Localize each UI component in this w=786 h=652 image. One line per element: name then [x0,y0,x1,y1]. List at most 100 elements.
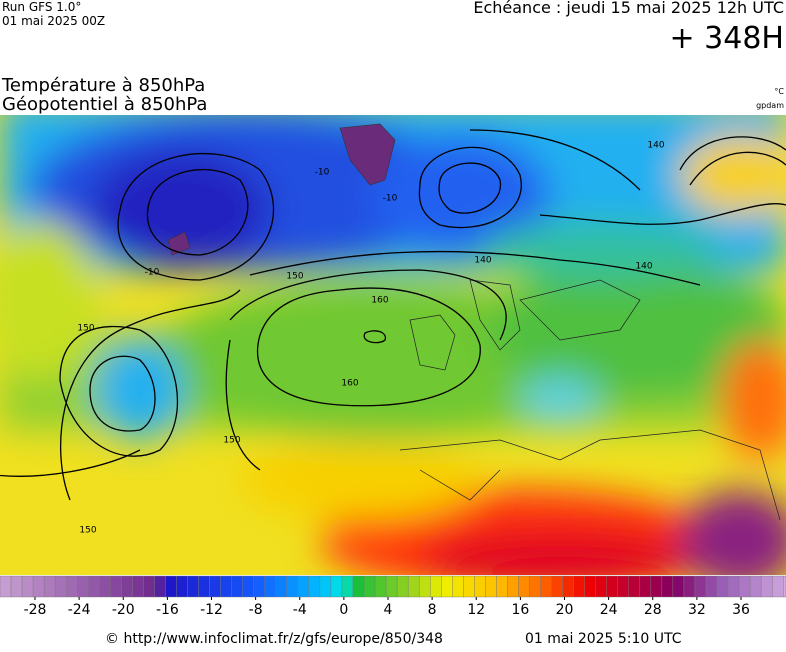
colorbar-tick-label: 12 [467,602,485,618]
colorbar-swatch [595,575,607,598]
title-geopotential: Géopotentiel à 850hPa [2,94,207,115]
colorbar-swatch [264,575,276,598]
colorbar-swatch [286,575,299,598]
colorbar-swatch [198,575,210,598]
colorbar-swatch [275,575,288,598]
colorbar-swatch [771,575,784,598]
colorbar-swatch [783,575,786,598]
colorbar-tick-label: 32 [688,602,706,618]
colorbar-swatch [88,575,100,598]
colorbar-swatch [628,575,641,598]
colorbar-swatch [132,575,144,598]
colorbar-tick-label: 4 [384,602,393,618]
colorbar-swatch [154,575,166,598]
colorbar-swatch [231,575,243,598]
generated-time: 01 mai 2025 5:10 UTC [525,631,682,647]
colorbar-swatch [341,575,354,598]
colorbar-swatch [352,575,365,598]
colorbar-swatch [330,575,343,598]
lead-time: + 348H [670,21,785,56]
source-url: © http://www.infoclimat.fr/z/gfs/europe/… [105,631,443,647]
colorbar-swatch [253,575,265,598]
colorbar-swatch [463,575,475,598]
colorbar-swatch [32,575,45,598]
contour-label: -10 [145,268,160,278]
colorbar-swatch [606,575,618,598]
colorbar-swatch [396,575,409,598]
contour-label: 140 [647,141,664,151]
colorbar-swatch [143,575,155,598]
colorbar-swatch [430,575,442,598]
colorbar-swatch [43,575,56,598]
colorbar-swatch [551,575,563,598]
colorbar-swatch [308,575,321,598]
run-date: 01 mai 2025 00Z [2,14,105,28]
colorbar-swatch [319,575,332,598]
colorbar-swatch [518,575,530,598]
colorbar-swatch [650,575,663,598]
contour-labels: -10 -10 -10 140 140 140 150 150 150 150 160 160 [77,141,664,536]
colorbar-swatch [165,575,177,598]
colorbar-tick-label: -28 [24,602,47,618]
colorbar-swatch [617,575,629,598]
colorbar-swatch [716,575,729,598]
colorbar-swatch [694,575,707,598]
colorbar-swatch [65,575,78,598]
title-temperature: Température à 850hPa [1,75,205,96]
colorbar-swatch [529,575,541,598]
colorbar-tick-label: -16 [156,602,179,618]
colorbar-swatch [749,575,762,598]
colorbar-swatch [0,575,12,598]
colorbar-swatch [21,575,34,598]
colorbar-swatch [474,575,486,598]
colorbar-swatch [738,575,751,598]
colorbar-swatch [418,575,431,598]
contour-label: -10 [383,194,398,204]
colorbar-swatch [77,575,89,598]
colorbar-swatch [407,575,420,598]
colorbar-tick-label: -12 [200,602,223,618]
colorbar-swatch [540,575,552,598]
colorbar-swatch [385,575,398,598]
colorbar-swatch [121,575,133,598]
colorbar-swatch [99,575,111,598]
colorbar-swatch [705,575,718,598]
colorbar-swatch [374,575,387,598]
contour-label: 160 [371,296,388,306]
unit-geopotential: gpdam [756,101,784,110]
colorbar-swatch [242,575,254,598]
colorbar-tick-label: 20 [556,602,574,618]
colorbar-swatch [10,575,23,598]
contour-label: 150 [223,436,240,446]
colorbar-swatch [297,575,310,598]
contour-label: 150 [286,272,303,282]
colorbar-swatch [54,575,67,598]
colorbar-tick-label: 36 [732,602,750,618]
colorbar-swatch [363,575,376,598]
colorbar-swatch [639,575,652,598]
colorbar-swatch [452,575,464,598]
colorbar-swatch [441,575,453,598]
run: Run GFS 1.0° [2,0,81,14]
contour-label: 140 [635,262,652,272]
colorbar-swatch [760,575,773,598]
colorbar-swatch [727,575,740,598]
colorbar-swatch [485,575,497,598]
colorbar-swatch [661,575,674,598]
contour-label: 150 [77,324,94,334]
colorbar-swatch [507,575,519,598]
colorbar-tick-label: 28 [644,602,662,618]
colorbar-tick-label: 24 [600,602,618,618]
colorbar-tick-label: -8 [249,602,263,618]
colorbar-swatch [220,575,232,598]
colorbar-swatch [584,575,596,598]
colorbar-tick-label: -4 [293,602,307,618]
colorbar-tick-label: -20 [112,602,135,618]
colorbar-swatch [672,575,685,598]
contour-label: 160 [341,379,358,389]
colorbar-swatch [110,575,122,598]
map [0,115,786,575]
colorbar-swatch [496,575,508,598]
unit-temperature: °C [774,87,784,96]
